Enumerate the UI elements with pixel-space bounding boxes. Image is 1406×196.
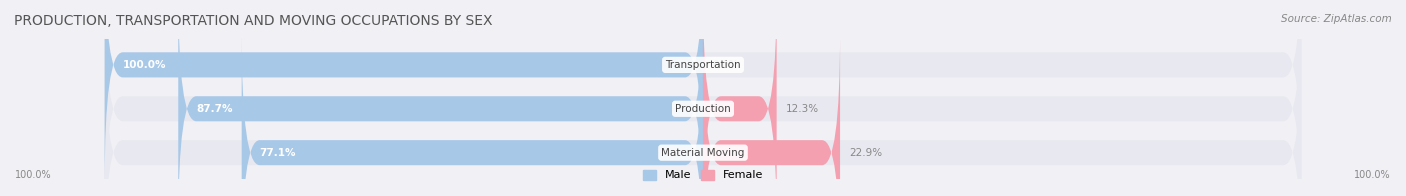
Text: 77.1%: 77.1% [260,148,297,158]
FancyBboxPatch shape [104,34,1302,196]
Text: 100.0%: 100.0% [15,171,52,181]
FancyBboxPatch shape [242,34,703,196]
FancyBboxPatch shape [104,0,1302,184]
Text: 0.0%: 0.0% [711,60,738,70]
Text: Source: ZipAtlas.com: Source: ZipAtlas.com [1281,14,1392,24]
FancyBboxPatch shape [703,34,839,196]
FancyBboxPatch shape [179,0,703,196]
Text: 22.9%: 22.9% [849,148,882,158]
FancyBboxPatch shape [104,0,1302,196]
Text: 87.7%: 87.7% [197,104,233,114]
Text: Transportation: Transportation [665,60,741,70]
Text: 100.0%: 100.0% [1354,171,1391,181]
Text: PRODUCTION, TRANSPORTATION AND MOVING OCCUPATIONS BY SEX: PRODUCTION, TRANSPORTATION AND MOVING OC… [14,14,492,28]
FancyBboxPatch shape [104,0,703,184]
Text: 100.0%: 100.0% [122,60,166,70]
Legend: Male, Female: Male, Female [643,170,763,181]
FancyBboxPatch shape [703,0,776,196]
Text: 12.3%: 12.3% [786,104,818,114]
Text: Material Moving: Material Moving [661,148,745,158]
Text: Production: Production [675,104,731,114]
